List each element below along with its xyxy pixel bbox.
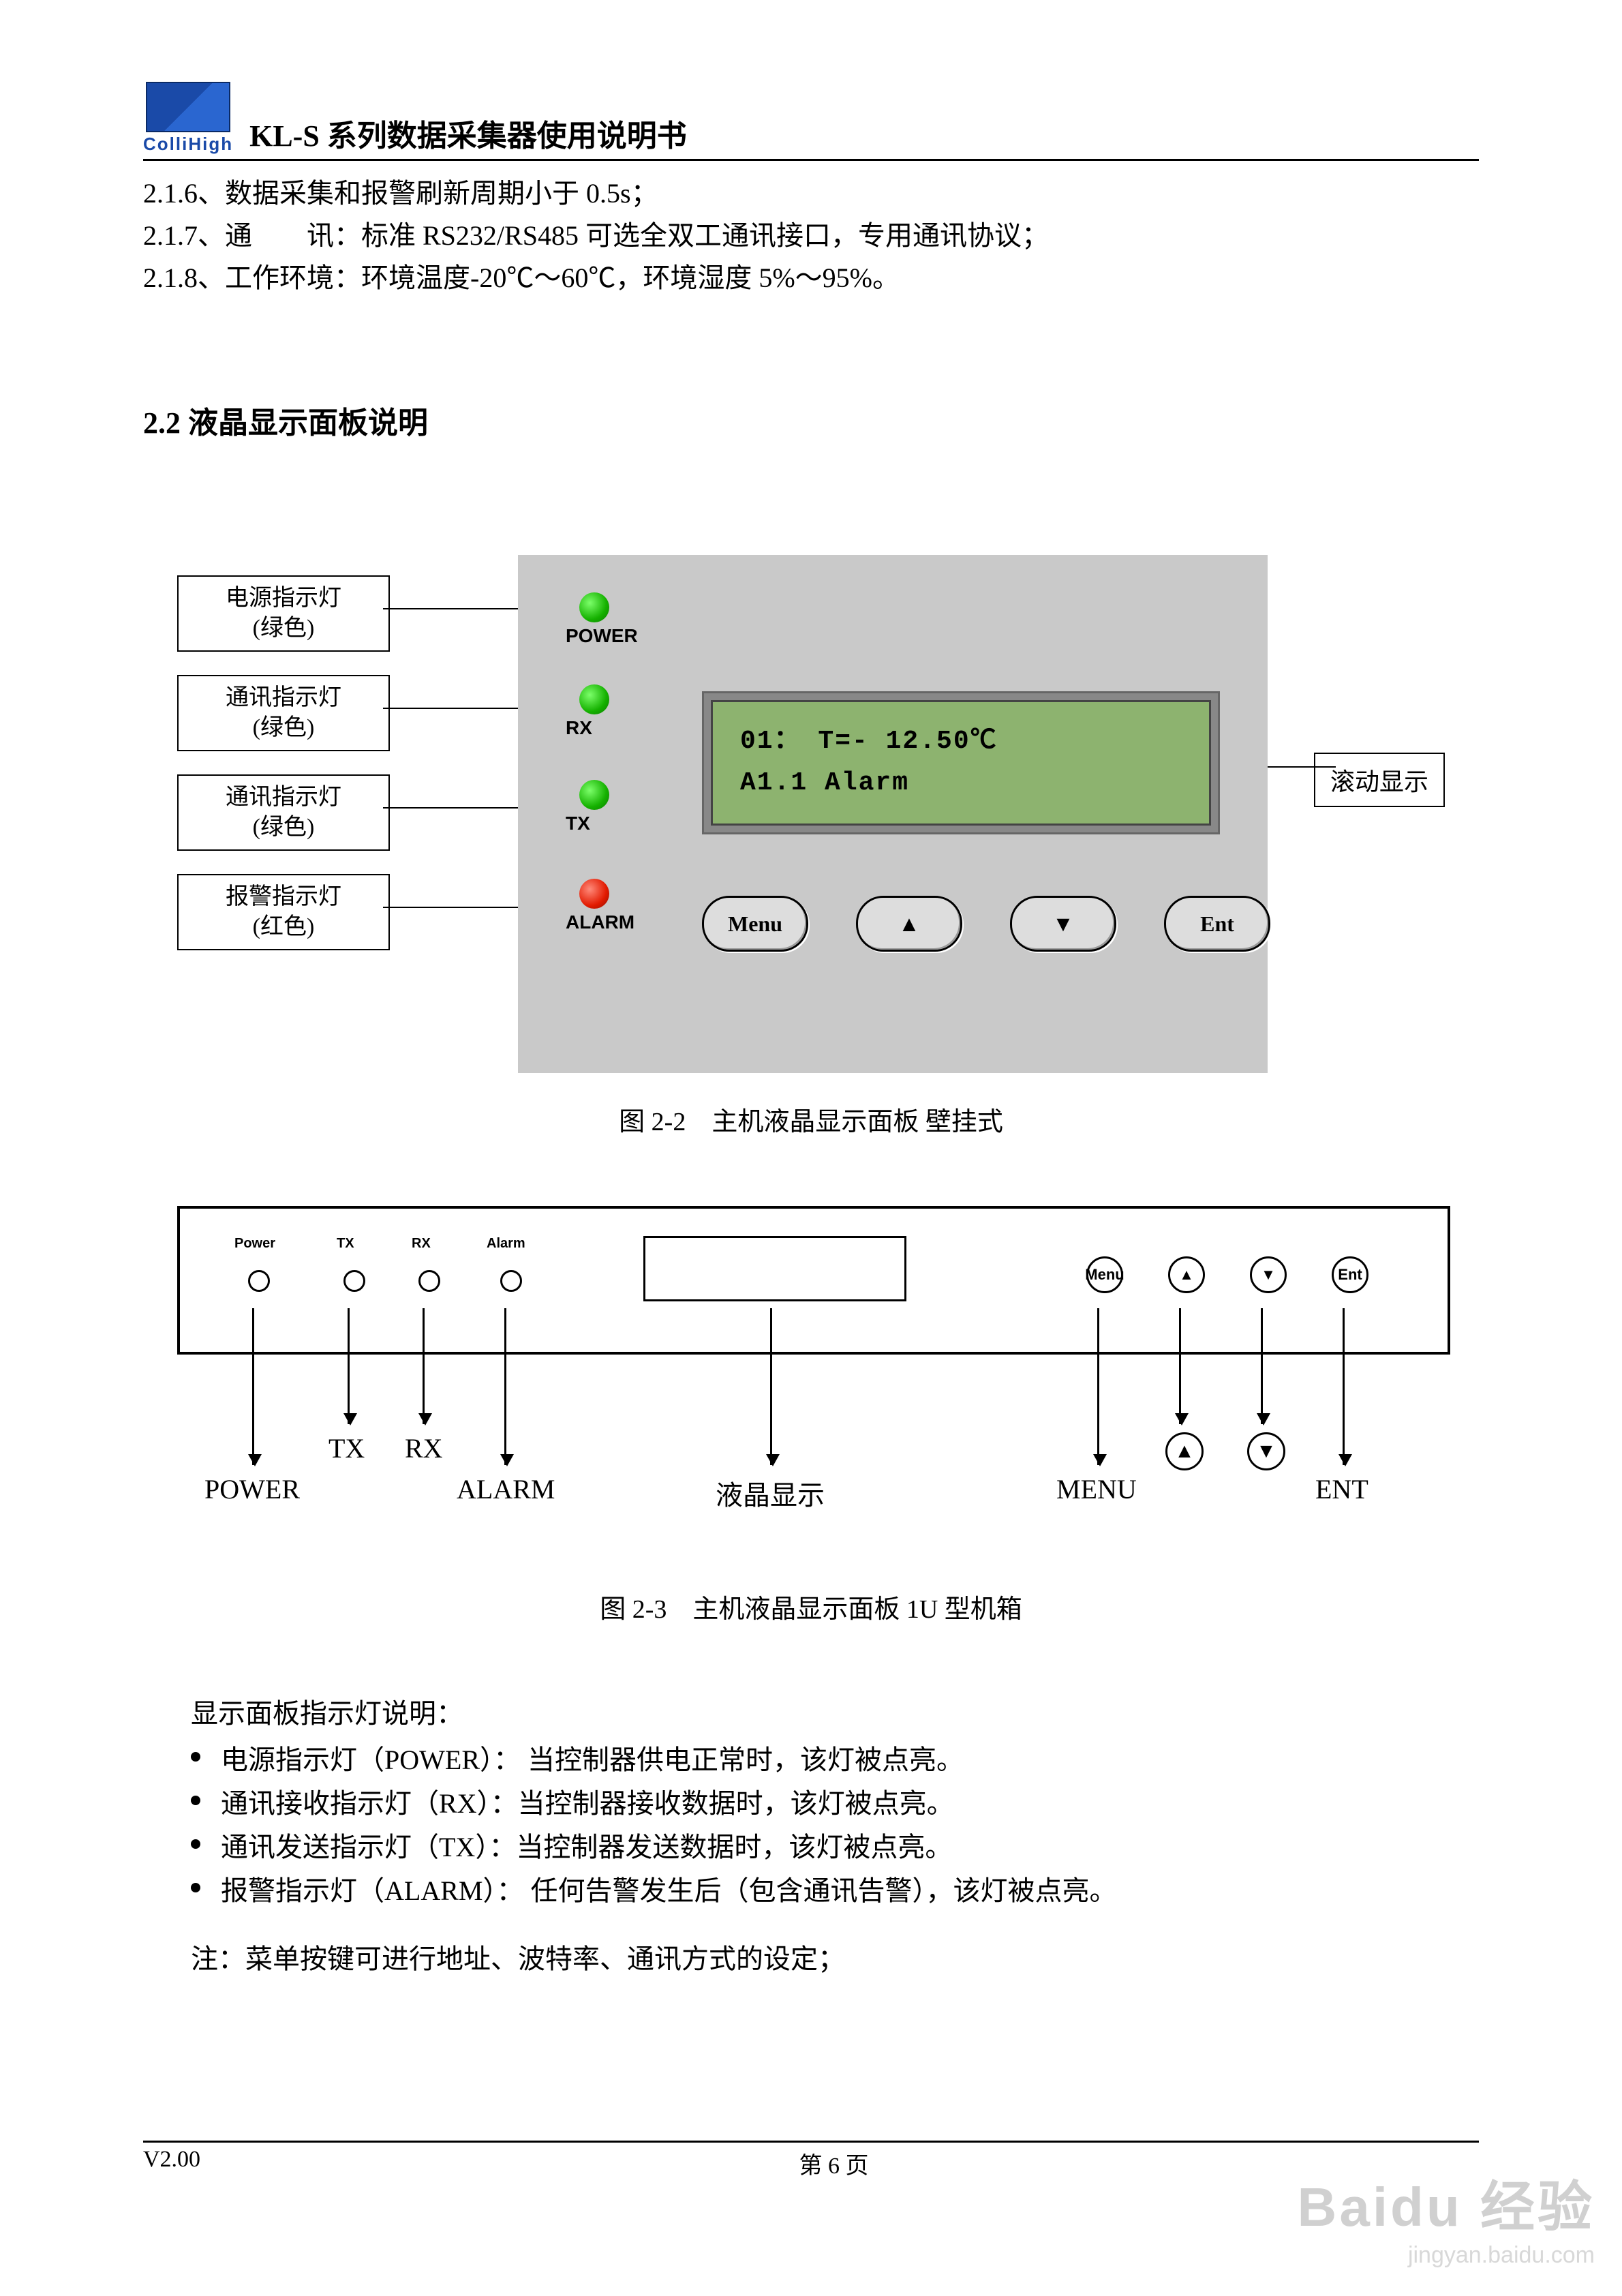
diagram-2-2: 电源指示灯(绿色) 通讯指示灯(绿色) 通讯指示灯(绿色) 报警指示灯(红色) POWE… [177, 555, 1445, 1073]
led-label: RX [566, 717, 592, 739]
diagram23-label: ▲ [1165, 1432, 1204, 1470]
diagram23-label: 液晶显示 [716, 1473, 825, 1513]
spec-line: 2.1.8、工作环境：环境温度-20℃～60℃，环境湿度 5%～95%。 [143, 258, 1479, 299]
diagram23-label: POWER [204, 1473, 300, 1505]
diagram23-label: RX [405, 1432, 443, 1464]
down-arrow-icon [1097, 1308, 1099, 1465]
rack-lcd [643, 1236, 906, 1301]
version-text: V2.00 [143, 2147, 200, 2180]
diagram23-label: ▼ [1247, 1432, 1285, 1470]
down-arrow-icon [1179, 1308, 1181, 1424]
spec-line: 2.1.6、数据采集和报警刷新周期小于 0.5s； [143, 173, 1479, 214]
diagram23-label: MENU [1056, 1473, 1137, 1505]
diagram23-label: TX [328, 1432, 365, 1464]
logo: ColliHigh [143, 82, 233, 155]
panel-button[interactable]: ▲ [856, 896, 962, 952]
watermark: Baidu 经验 jingyan.baidu.com [1298, 2163, 1595, 2269]
spec-line: 2.1.7、通 讯：标准 RS232/RS485 可选全双工通讯接口，专用通讯协… [143, 215, 1479, 256]
page-number: 第 6 页 [799, 2147, 869, 2180]
rack-led-icon [343, 1270, 365, 1292]
document-title: KL-S 系列数据采集器使用说明书 [249, 111, 687, 155]
callout-box: 报警指示灯(红色) [177, 874, 390, 950]
rack-top-label: Alarm [487, 1236, 525, 1252]
rack-top-label: RX [412, 1236, 431, 1252]
rack-panel: Power TX RX Alarm Menu ▲ ▼ Ent [177, 1206, 1450, 1355]
explain-note: 注：菜单按键可进行地址、波特率、通讯方式的设定； [191, 1939, 1479, 1980]
down-arrow-icon [504, 1308, 506, 1465]
explanation-block: 显示面板指示灯说明： 电源指示灯（POWER）： 当控制器供电正常时，该灯被点亮… [143, 1693, 1479, 1980]
page-footer: V2.00 第 6 页 x [143, 2141, 1479, 2180]
led-label: TX [566, 813, 590, 834]
explain-item: 电源指示灯（POWER）： 当控制器供电正常时，该灯被点亮。 [191, 1740, 1479, 1781]
watermark-big: Baidu 经验 [1298, 2163, 1595, 2242]
watermark-small: jingyan.baidu.com [1298, 2242, 1595, 2269]
rack-button[interactable]: Menu [1086, 1256, 1123, 1293]
down-arrow-icon [770, 1308, 772, 1465]
scroll-callout: 滚动显示 [1314, 753, 1445, 807]
rack-button[interactable]: Ent [1332, 1256, 1368, 1293]
rack-top-label: Power [234, 1236, 275, 1252]
panel-button[interactable]: Ent [1164, 896, 1270, 952]
panel-button[interactable]: ▼ [1010, 896, 1116, 952]
scroll-lead-line [1268, 766, 1336, 768]
down-arrow-icon [423, 1308, 425, 1424]
power-led-icon [579, 592, 609, 622]
explain-item: 报警指示灯（ALARM）： 任何告警发生后（包含通讯告警），该灯被点亮。 [191, 1871, 1479, 1912]
rack-led-icon [248, 1270, 270, 1292]
button-row: Menu ▲ ▼ Ent [702, 896, 1270, 952]
down-arrow-icon [1261, 1308, 1263, 1424]
lcd-screen: 01： T=- 12.50℃A1.1 Alarm [711, 700, 1211, 826]
diagram23-label: ALARM [457, 1473, 555, 1505]
callout-box: 通讯指示灯(绿色) [177, 675, 390, 751]
explain-title: 显示面板指示灯说明： [191, 1693, 1479, 1734]
rack-led-icon [500, 1270, 522, 1292]
logo-text: ColliHigh [143, 134, 233, 155]
down-arrow-icon [348, 1308, 350, 1424]
down-arrow-icon [252, 1308, 254, 1465]
section-title: 2.2 液晶显示面板说明 [143, 401, 1479, 446]
explain-item: 通讯接收指示灯（RX）：当控制器接收数据时，该灯被点亮。 [191, 1783, 1479, 1824]
document-header: ColliHigh KL-S 系列数据采集器使用说明书 [143, 82, 1479, 161]
explain-item: 通讯发送指示灯（TX）：当控制器发送数据时，该灯被点亮。 [191, 1827, 1479, 1868]
figure-caption: 图 2-2 主机液晶显示面板 壁挂式 [143, 1100, 1479, 1138]
callout-box: 电源指示灯(绿色) [177, 575, 390, 652]
diagram-2-3: Power TX RX Alarm Menu ▲ ▼ Ent POWER TX RX ALARM 液晶显… [177, 1206, 1445, 1560]
rack-button[interactable]: ▲ [1168, 1256, 1205, 1293]
logo-mark-icon [146, 82, 230, 132]
device-panel: POWER RX TX ALARM 01： T=- 12.50℃A1.1 Alarm Me… [518, 555, 1268, 1073]
alarm-led-icon [579, 879, 609, 909]
lcd-frame: 01： T=- 12.50℃A1.1 Alarm [702, 691, 1220, 834]
down-arrow-icon [1343, 1308, 1345, 1465]
tx-led-icon [579, 780, 609, 810]
panel-button[interactable]: Menu [702, 896, 808, 952]
rack-button[interactable]: ▼ [1250, 1256, 1287, 1293]
callout-box: 通讯指示灯(绿色) [177, 774, 390, 851]
rack-led-icon [418, 1270, 440, 1292]
led-label: ALARM [566, 911, 634, 933]
rx-led-icon [579, 684, 609, 714]
diagram23-label: ENT [1315, 1473, 1368, 1505]
rack-top-label: TX [337, 1236, 354, 1252]
explain-list: 电源指示灯（POWER）： 当控制器供电正常时，该灯被点亮。通讯接收指示灯（RX… [191, 1740, 1479, 1912]
spec-block: 2.1.6、数据采集和报警刷新周期小于 0.5s； 2.1.7、通 讯：标准 R… [143, 173, 1479, 446]
figure-caption: 图 2-3 主机液晶显示面板 1U 型机箱 [143, 1588, 1479, 1625]
led-label: POWER [566, 625, 638, 647]
